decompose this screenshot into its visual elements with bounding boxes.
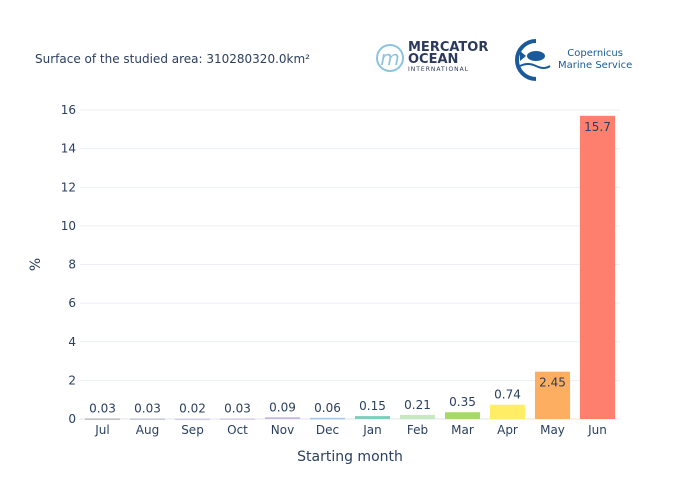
- logo-text: INTERNATIONAL: [408, 66, 470, 73]
- data-label: 15.7: [584, 120, 611, 134]
- bar-dec: [309, 417, 346, 420]
- y-tick-label: 6: [68, 296, 76, 310]
- data-label: 0.03: [89, 401, 116, 415]
- bar-jul: [84, 418, 121, 420]
- x-tick-label: Sep: [181, 423, 204, 437]
- mercator-m-icon: m: [376, 43, 404, 72]
- bar-sep: [174, 418, 211, 421]
- data-label: 2.45: [539, 376, 566, 390]
- y-tick-label: 10: [61, 219, 76, 233]
- bar-nov: [264, 417, 301, 419]
- x-tick-label: Aug: [136, 423, 159, 437]
- data-label: 0.74: [494, 388, 521, 402]
- x-tick-label: Jul: [94, 423, 109, 437]
- bar-jan: [354, 416, 391, 419]
- y-tick-label: 12: [61, 180, 76, 194]
- logo-text: OCEAN: [408, 52, 459, 67]
- data-label: 0.09: [269, 400, 296, 414]
- x-tick-label: Dec: [316, 423, 339, 437]
- copernicus-logo: Copernicus Marine Service: [512, 38, 632, 82]
- data-label: 0.03: [134, 401, 161, 415]
- x-tick-label: Jun: [587, 423, 607, 437]
- y-axis-title: %: [28, 258, 44, 271]
- fish-icon: [515, 39, 551, 81]
- bar-mar: [444, 412, 481, 419]
- y-tick-label: 4: [68, 335, 76, 349]
- x-tick-label: Oct: [227, 423, 248, 437]
- x-tick-label: May: [540, 423, 565, 437]
- y-tick-label: 14: [61, 142, 76, 156]
- y-tick-label: 0: [68, 412, 76, 426]
- x-tick-label: Mar: [451, 423, 474, 437]
- x-tick-label: Nov: [271, 423, 294, 437]
- x-tick-label: Jan: [362, 423, 382, 437]
- data-label: 0.06: [314, 401, 341, 415]
- data-label: 0.02: [179, 402, 206, 416]
- bar-oct: [219, 418, 256, 420]
- logo-text: Marine Service: [558, 60, 633, 71]
- y-tick-label: 2: [68, 373, 76, 387]
- data-label: 0.15: [359, 399, 386, 413]
- y-tick-label: 8: [68, 258, 76, 272]
- data-label: 0.03: [224, 401, 251, 415]
- bar-feb: [399, 414, 436, 419]
- x-tick-label: Feb: [407, 423, 428, 437]
- bar-may: [534, 371, 571, 419]
- bar-apr: [489, 404, 526, 419]
- x-tick-label: Apr: [497, 423, 518, 437]
- data-label: 0.21: [404, 398, 431, 412]
- data-label: 0.35: [449, 395, 476, 409]
- logo-text: Copernicus: [567, 48, 623, 59]
- mercator-logo: m MERCATOR OCEAN INTERNATIONAL: [376, 40, 489, 73]
- logo-text: MERCATOR: [408, 40, 489, 55]
- x-axis-title: Starting month: [297, 449, 403, 465]
- surface-text: Surface of the studied area: 310280320.0…: [35, 52, 310, 66]
- y-tick-label: 16: [61, 103, 76, 117]
- bar-jun: [579, 115, 616, 419]
- bar-aug: [129, 418, 166, 420]
